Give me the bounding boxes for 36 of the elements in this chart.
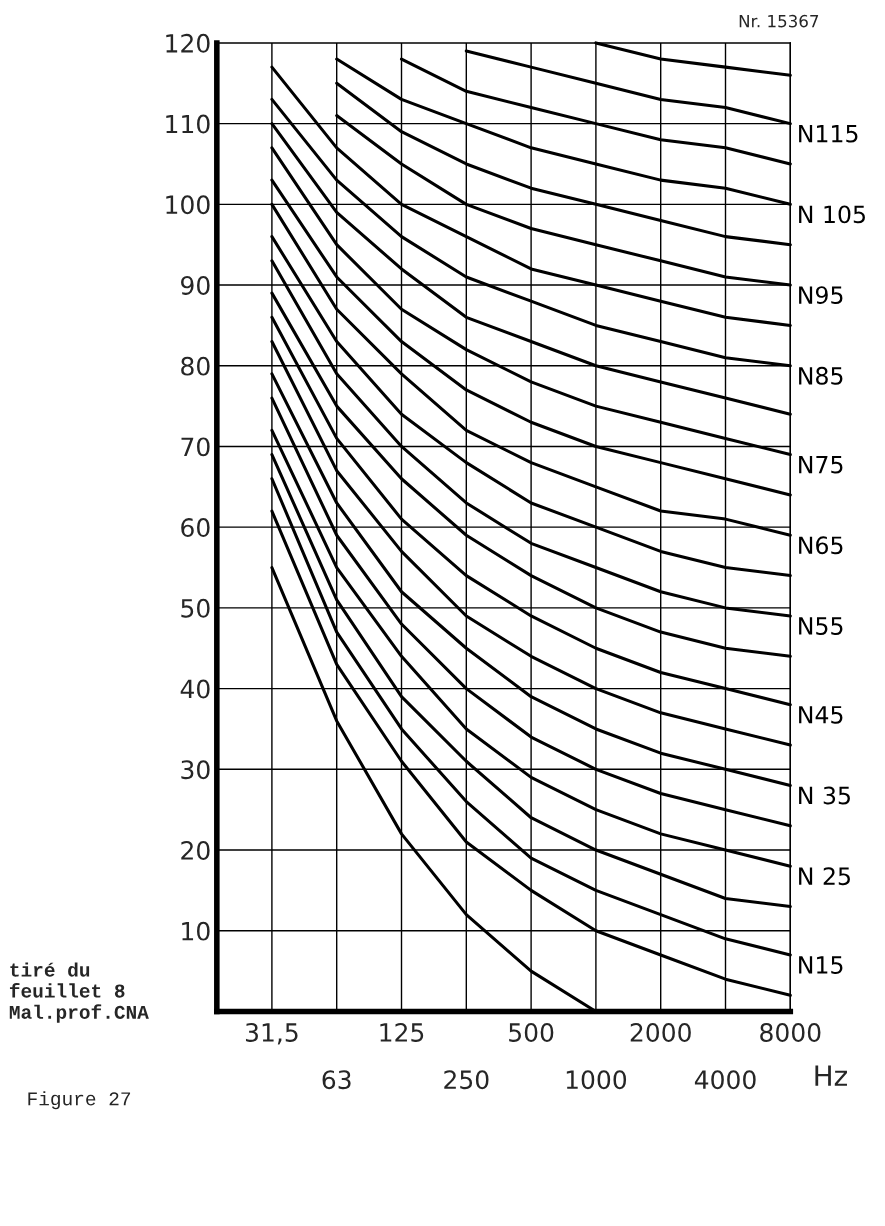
series-label: N45	[799, 706, 843, 724]
x-tick-label: 125	[380, 1023, 424, 1042]
x-tick-label: 31,5	[245, 1023, 298, 1045]
y-tick-label: 110	[166, 114, 210, 134]
y-tick-label: 20	[181, 840, 210, 860]
x-tick-label: 250	[444, 1070, 489, 1090]
series-label: N85	[799, 366, 843, 385]
y-tick-label: 100	[166, 195, 210, 215]
y-tick-label: 10	[182, 921, 210, 941]
x-tick-label: 2000	[630, 1023, 691, 1042]
text: tiré du feuillet 8 Mal.prof.CNA	[9, 962, 149, 1023]
y-tick-label: 60	[181, 518, 210, 538]
x-tick-label: 63	[322, 1070, 351, 1090]
y-tick-label: 120	[166, 33, 210, 53]
y-tick-label: 80	[181, 356, 210, 376]
series-label: N115	[799, 125, 858, 143]
series-label: N75	[799, 455, 843, 474]
y-tick-label: 30	[181, 760, 210, 780]
series-label: N15	[799, 956, 843, 974]
series-label: N 25	[799, 867, 850, 886]
y-tick-label: 70	[181, 437, 210, 457]
series-label: N 35	[799, 786, 850, 805]
x-axis-title: Hz	[815, 1065, 847, 1086]
x-tick-label: 8000	[760, 1023, 821, 1042]
text: Nr. 15367	[739, 14, 819, 28]
series-label: N55	[799, 617, 843, 635]
caption: Figure 27	[28, 1091, 131, 1110]
y-tick-label: 90	[181, 275, 210, 295]
y-tick-label: 50	[181, 598, 210, 618]
x-tick-label: 1000	[566, 1070, 627, 1090]
series-label: N 105	[799, 205, 865, 224]
series-label: N95	[799, 286, 843, 304]
y-tick-label: 40	[180, 679, 210, 699]
x-tick-label: 4000	[694, 1070, 756, 1090]
series-label: N65	[799, 536, 843, 555]
x-tick-label: 500	[509, 1023, 554, 1042]
